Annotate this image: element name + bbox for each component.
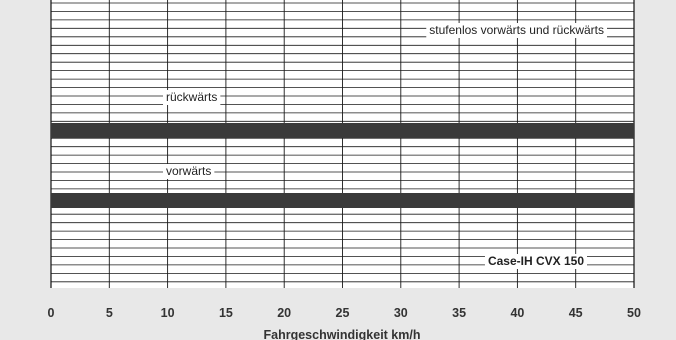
annotation-text: stufenlos vorwärts und rückwärts — [429, 23, 604, 37]
bar — [51, 193, 634, 208]
chart-annotation: stufenlos vorwärts und rückwärts — [426, 23, 607, 38]
chart-annotation: Case-IH CVX 150 — [485, 254, 587, 269]
x-tick-label: 50 — [627, 306, 641, 320]
x-tick-label: 10 — [161, 306, 175, 320]
x-tick-label: 0 — [48, 306, 55, 320]
annotation-text: rückwärts — [166, 90, 217, 104]
x-tick-labels: 0 5 10 15 20 25 30 35 40 45 50 — [48, 306, 641, 320]
x-axis-label: Fahrgeschwindigkeit km/h — [264, 328, 421, 340]
x-tick-label: 20 — [277, 306, 291, 320]
x-tick-label: 5 — [106, 306, 113, 320]
chart-annotation: vorwärts — [163, 164, 214, 179]
bar — [51, 123, 634, 138]
x-tick-label: 25 — [336, 306, 350, 320]
x-tick-label: 15 — [219, 306, 233, 320]
x-tick-label: 35 — [452, 306, 466, 320]
chart-annotation: rückwärts — [163, 90, 220, 105]
x-tick-label: 40 — [510, 306, 524, 320]
x-tick-label: 45 — [569, 306, 583, 320]
x-tick-label: 30 — [394, 306, 408, 320]
annotation-text: vorwärts — [166, 164, 211, 178]
annotation-text: Case-IH CVX 150 — [488, 254, 584, 268]
